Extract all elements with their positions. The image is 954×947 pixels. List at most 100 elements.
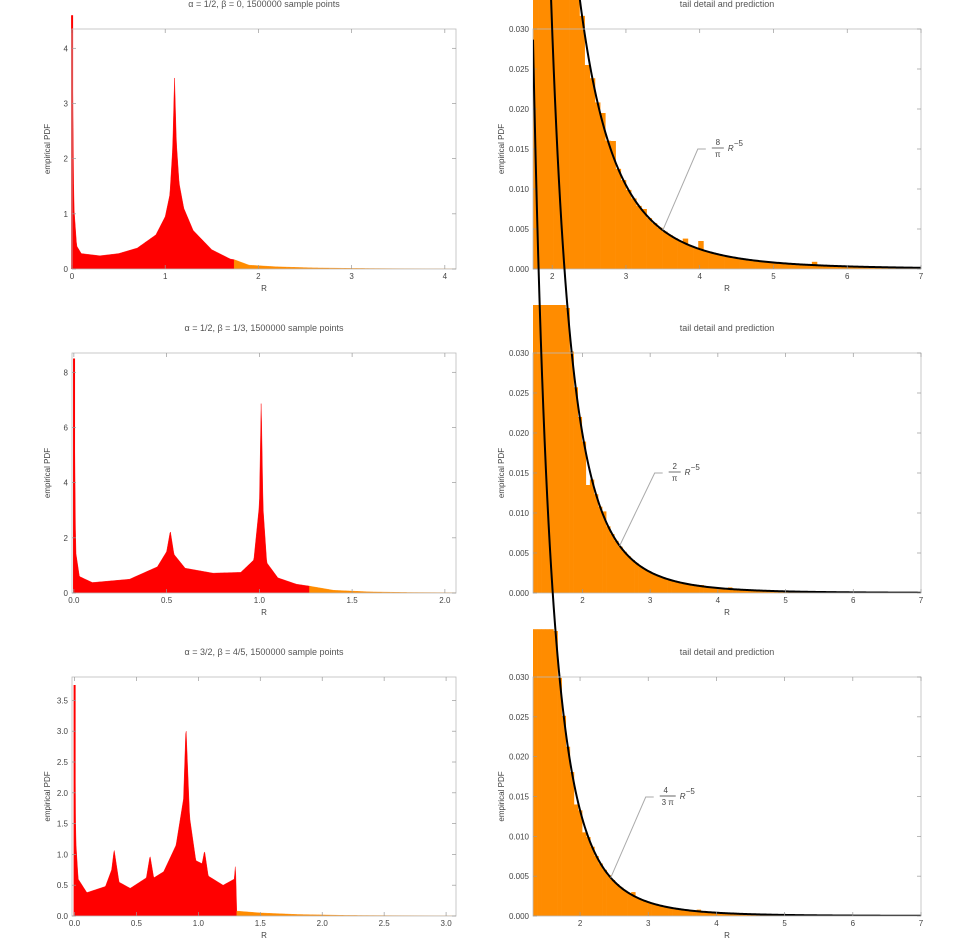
x-tick-label: 2: [550, 272, 555, 281]
y-tick-label: 0.015: [509, 469, 530, 478]
tail-bar: [614, 540, 619, 593]
tail-bar: [579, 15, 585, 269]
tail-bar: [816, 265, 823, 269]
y-tick-label: 3.0: [57, 727, 69, 736]
tail-bar: [553, 305, 558, 593]
x-tick-label: 5: [782, 919, 787, 928]
callout-line: [610, 796, 654, 878]
tail-bar: [737, 913, 742, 916]
y-tick-label: 2.0: [57, 789, 69, 798]
chart-panel-3: α = 1/2, β = 1/3, 1500000 sample points 0…: [43, 323, 457, 617]
tail-bars: [533, 0, 921, 269]
chart-panel-1: α = 1/2, β = 0, 1500000 sample points 0 1 2…: [43, 0, 457, 293]
y-tick-label: 0.010: [509, 509, 530, 518]
tail-bar: [636, 205, 642, 269]
tail-bar: [723, 588, 729, 593]
tail-bar: [558, 0, 565, 269]
x-tick-label: 1: [163, 272, 168, 281]
tail-bar: [565, 746, 571, 916]
tail-bar: [765, 261, 771, 269]
prediction-curve: [533, 39, 921, 916]
prediction-formula: 2 πR−5: [668, 462, 700, 483]
y-tick-label: 0: [64, 589, 69, 598]
data-layer: [533, 0, 921, 269]
tail-bar: [545, 629, 550, 916]
tail-bar: [717, 912, 722, 916]
tail-bar: [729, 913, 734, 916]
tail-bar: [639, 899, 644, 916]
y-tick-label: 0.020: [509, 753, 530, 762]
x-tick-label: 0.0: [68, 596, 80, 605]
tail-bar: [752, 590, 757, 593]
x-axis-label: R: [724, 931, 730, 940]
y-tick-label: 3.5: [57, 696, 69, 705]
data-layer: [74, 685, 456, 916]
tail-bar: [543, 0, 549, 269]
y-tick-label: 0.005: [509, 549, 530, 558]
tail-bar: [680, 909, 685, 916]
x-tick-label: 0.0: [69, 919, 81, 928]
chart-title: tail detail and prediction: [680, 0, 775, 9]
histogram-tail: [236, 910, 456, 916]
data-layer: [533, 39, 921, 916]
x-tick-label: 2.5: [379, 919, 391, 928]
y-tick-label: 0.000: [509, 912, 530, 921]
tail-bar: [541, 305, 546, 593]
tail-bar: [606, 526, 611, 593]
y-tick-label: 2: [64, 534, 69, 543]
tail-bar: [764, 590, 769, 593]
formula-exponent: −5: [734, 139, 744, 148]
tail-bar: [610, 141, 616, 269]
tail-bar: [598, 863, 603, 916]
tail-bar: [725, 913, 730, 916]
tail-bar: [868, 266, 875, 269]
prediction-formula: 8 πR−5: [711, 138, 744, 159]
data-layer: [533, 0, 921, 593]
chart-title: α = 3/2, β = 4/5, 1500000 sample points: [185, 647, 344, 657]
tail-bar: [569, 351, 574, 593]
x-axis-label: R: [724, 608, 730, 617]
tail-bar: [663, 906, 669, 916]
tail-bar: [541, 629, 546, 916]
y-tick-label: 0.030: [509, 25, 530, 34]
tail-bar: [577, 416, 583, 593]
tail-bar: [756, 590, 761, 593]
x-tick-label: 4: [697, 272, 702, 281]
x-tick-label: 1.0: [193, 919, 205, 928]
tail-bar: [578, 810, 583, 916]
tail-bar: [700, 911, 706, 916]
tail-bar: [729, 257, 735, 269]
tail-bar: [733, 913, 738, 916]
x-axis-label: R: [261, 608, 267, 617]
x-tick-label: 0.5: [131, 919, 143, 928]
tail-bar: [600, 113, 606, 269]
tail-bar: [537, 629, 542, 916]
y-tick-label: 0.015: [509, 793, 530, 802]
x-tick-label: 6: [851, 596, 856, 605]
formula-numerator: 2: [672, 462, 677, 471]
tail-bar: [647, 902, 652, 916]
y-tick-label: 0.025: [509, 389, 530, 398]
plot-frame: [71, 28, 457, 270]
tail-bar: [582, 832, 587, 916]
y-axis-label: empirical PDF: [497, 124, 506, 174]
tail-bar: [631, 198, 637, 269]
callout-line: [662, 148, 706, 231]
tail-bar: [605, 140, 611, 269]
x-tick-label: 6: [845, 272, 850, 281]
y-tick-label: 8: [64, 368, 69, 377]
tail-bar: [620, 180, 627, 269]
y-axis-label: empirical PDF: [497, 771, 506, 821]
tail-bar: [654, 575, 660, 593]
tail-bar: [646, 218, 653, 269]
x-tick-label: 3: [648, 596, 653, 605]
tail-bar: [667, 579, 672, 593]
tail-bar: [858, 266, 864, 269]
tail-bar: [863, 266, 869, 269]
chart-title: α = 1/2, β = 0, 1500000 sample points: [188, 0, 340, 9]
y-tick-label: 2.5: [57, 758, 69, 767]
x-tick-label: 3: [349, 272, 354, 281]
tail-bar: [740, 589, 745, 593]
y-tick-label: 4: [64, 44, 69, 53]
